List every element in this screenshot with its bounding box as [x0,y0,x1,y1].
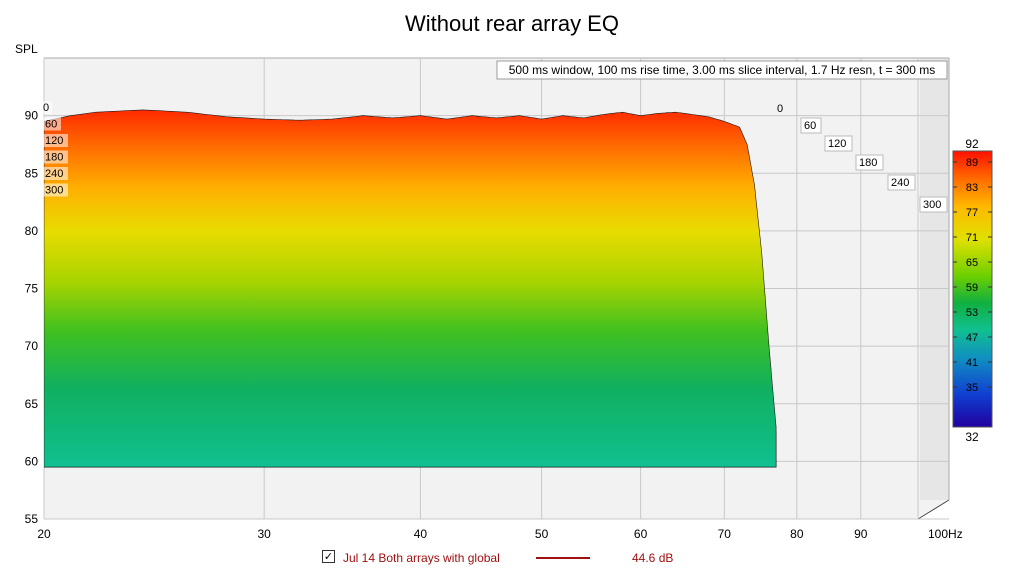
y-tick-label: 55 [25,512,39,526]
colorbar-label: 83 [966,182,978,194]
time-tick-left: 60 [45,119,57,131]
colorbar-min: 32 [965,430,979,444]
colorbar-label: 35 [966,382,978,394]
time-tick-left: 120 [45,135,63,147]
settings-text: 500 ms window, 100 ms rise time, 3.00 ms… [509,63,936,77]
colorbar-label: 65 [966,257,978,269]
time-tick-left: 300 [45,185,63,197]
x-tick-label: 90 [854,527,868,541]
chart-title: Without rear array EQ [405,11,619,36]
legend-series-name: Jul 14 Both arrays with global [343,551,500,565]
time-tick-right-bg [887,174,916,191]
time-tick-left: 240 [45,168,63,180]
x-tick-label: 70 [718,527,732,541]
time-tick-left-bg [43,134,68,147]
y-axis-ticks: 55 60 65 70 75 80 85 90 [25,109,39,526]
series-visibility-checkbox[interactable]: ✓ [322,550,335,563]
colorbar-max: 92 [965,137,979,151]
y-tick-label: 80 [25,224,39,238]
time-tick-left-bg [41,101,52,114]
time-tick-left: 180 [45,152,63,164]
legend-series-offset: 44.6 dB [632,551,673,565]
y-tick-label: 75 [25,282,39,296]
colorbar: 92 32 89 83 77 71 65 59 53 47 41 35 [952,137,993,444]
time-tick-right: 300 [923,199,941,211]
legend: Jul 14 Both arrays with global 44.6 dB [343,551,673,565]
time-tick-left: 0 [43,102,49,114]
time-tick-left-bg [43,150,68,164]
time-tick-right: 60 [804,120,816,132]
x-axis-ticks: 20 30 40 50 60 70 80 90 100Hz [37,527,962,541]
y-tick-label: 65 [25,397,39,411]
x-tick-label: 60 [634,527,648,541]
x-tick-label: 100Hz [928,527,963,541]
settings-box: 500 ms window, 100 ms rise time, 3.00 ms… [496,60,948,80]
time-tick-left-bg [43,117,61,131]
x-tick-label: 20 [37,527,51,541]
time-axis-ticks: 0 60 120 180 240 300 0 60 120 180 240 300 [41,101,948,213]
x-tick-label: 30 [258,527,272,541]
y-tick-label: 85 [25,166,39,180]
time-tick-right-bg [855,154,884,171]
time-tick-right-bg [919,196,948,213]
time-tick-right-bg [800,117,822,134]
time-tick-left-bg [43,183,68,197]
colorbar-label: 89 [966,157,978,169]
x-tick-label: 40 [414,527,428,541]
time-tick-right: 120 [828,138,846,150]
x-tick-label: 50 [535,527,549,541]
time-tick-right-bg [824,135,853,152]
colorbar-labels: 89 83 77 71 65 59 53 47 41 35 [953,157,992,394]
time-tick-right: 180 [859,157,877,169]
x-tick-label: 80 [790,527,804,541]
y-tick-label: 90 [25,109,39,123]
colorbar-label: 71 [966,232,978,244]
colorbar-label: 53 [966,307,978,319]
colorbar-label: 41 [966,357,978,369]
waterfall-surface [44,109,777,468]
colorbar-label: 59 [966,282,978,294]
y-tick-label: 70 [25,339,39,353]
time-tick-left-bg [43,167,68,180]
y-tick-label: 60 [25,454,39,468]
waterfall-slice [44,109,777,468]
time-tick-right: 240 [891,177,909,189]
y-axis-label: SPL [15,42,38,56]
time-tick-right: 0 [777,103,783,115]
colorbar-label: 47 [966,332,978,344]
colorbar-label: 77 [966,207,978,219]
